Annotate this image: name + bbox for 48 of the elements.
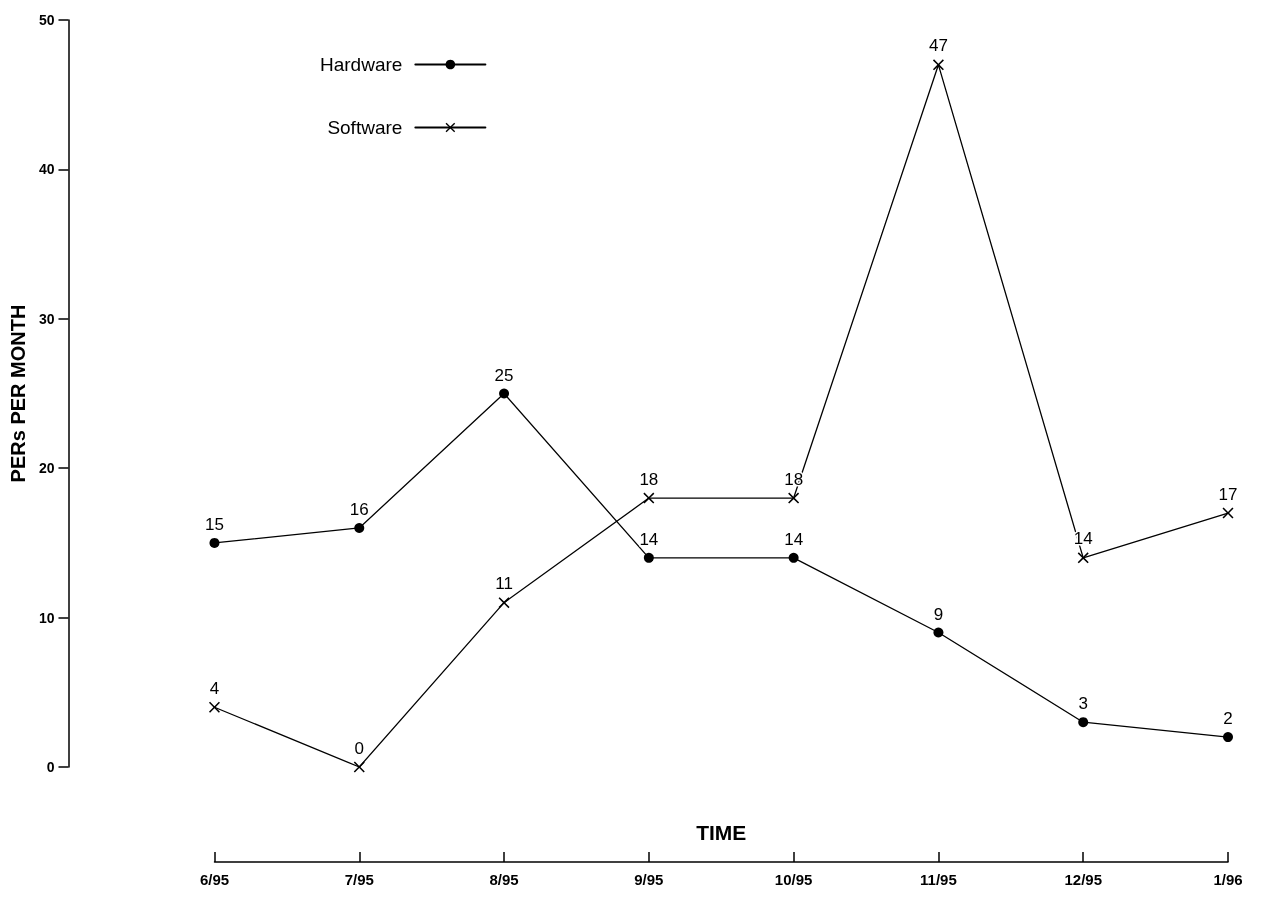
- data-label: 3: [1078, 694, 1088, 714]
- point: [932, 59, 944, 71]
- x-tick-label: 11/95: [920, 871, 957, 888]
- data-label: 4: [209, 678, 220, 698]
- y-tick-label: 40: [38, 161, 55, 178]
- point: [499, 388, 510, 399]
- x-tick-label: 1/96: [1213, 871, 1243, 888]
- data-label: 2: [1223, 709, 1233, 729]
- data-label: 11: [495, 574, 513, 594]
- data-label: 0: [354, 738, 364, 758]
- point: [643, 492, 655, 504]
- point: [1222, 507, 1234, 519]
- point: [208, 701, 220, 713]
- y-tick-label: 20: [38, 460, 55, 477]
- data-label: 9: [933, 604, 944, 624]
- data-label: 25: [494, 365, 514, 385]
- data-label: 47: [928, 36, 948, 56]
- x-tick-label: 12/95: [1064, 871, 1102, 888]
- point: [354, 522, 365, 533]
- data-label: 17: [1218, 484, 1238, 504]
- data-label: 14: [639, 529, 659, 549]
- y-axis-title: PERs PER MONTH: [7, 304, 29, 483]
- point: [353, 761, 365, 773]
- x-tick-label: 7/95: [344, 871, 374, 888]
- data-label: 15: [205, 514, 224, 534]
- point: [209, 537, 220, 548]
- point: [1077, 552, 1089, 564]
- data-label: 14: [784, 529, 804, 549]
- point: [643, 552, 654, 563]
- point: [788, 492, 800, 504]
- data-label: 18: [639, 469, 659, 489]
- x-axis-title: TIME: [696, 821, 747, 844]
- point: [498, 597, 510, 609]
- x-tick-label: 9/95: [634, 871, 664, 888]
- point: [933, 627, 944, 638]
- y-tick-label: 10: [38, 609, 55, 626]
- point: [788, 552, 799, 563]
- y-tick-label: 50: [38, 12, 55, 28]
- x-tick-label: 8/95: [489, 871, 519, 888]
- y-tick-label: 0: [46, 759, 55, 775]
- x-tick-label: 10/95: [774, 871, 813, 888]
- data-label: 16: [349, 499, 369, 519]
- point: [1223, 732, 1233, 743]
- point: [1078, 717, 1089, 728]
- legend-label: Software: [327, 117, 403, 138]
- x-tick-label: 6/95: [199, 871, 230, 888]
- y-tick-label: 30: [38, 310, 55, 327]
- legend-label: Hardware: [319, 54, 403, 75]
